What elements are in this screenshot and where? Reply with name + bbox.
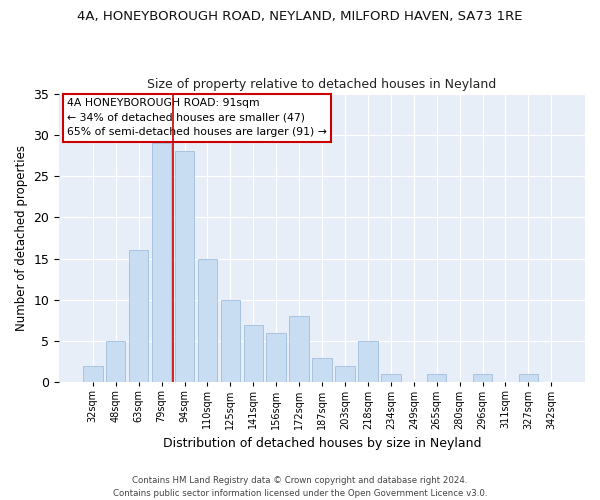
Bar — [244, 324, 263, 382]
Bar — [129, 250, 148, 382]
Bar — [427, 374, 446, 382]
Text: 4A, HONEYBOROUGH ROAD, NEYLAND, MILFORD HAVEN, SA73 1RE: 4A, HONEYBOROUGH ROAD, NEYLAND, MILFORD … — [77, 10, 523, 23]
Bar — [289, 316, 309, 382]
Bar — [106, 341, 125, 382]
Bar — [175, 152, 194, 382]
Bar — [358, 341, 377, 382]
X-axis label: Distribution of detached houses by size in Neyland: Distribution of detached houses by size … — [163, 437, 481, 450]
Text: Contains HM Land Registry data © Crown copyright and database right 2024.
Contai: Contains HM Land Registry data © Crown c… — [113, 476, 487, 498]
Y-axis label: Number of detached properties: Number of detached properties — [15, 145, 28, 331]
Bar — [518, 374, 538, 382]
Bar — [313, 358, 332, 382]
Bar — [381, 374, 401, 382]
Bar — [152, 143, 172, 382]
Title: Size of property relative to detached houses in Neyland: Size of property relative to detached ho… — [148, 78, 497, 91]
Text: 4A HONEYBOROUGH ROAD: 91sqm
← 34% of detached houses are smaller (47)
65% of sem: 4A HONEYBOROUGH ROAD: 91sqm ← 34% of det… — [67, 98, 327, 138]
Bar — [221, 300, 240, 382]
Bar — [335, 366, 355, 382]
Bar — [83, 366, 103, 382]
Bar — [266, 333, 286, 382]
Bar — [197, 258, 217, 382]
Bar — [473, 374, 493, 382]
